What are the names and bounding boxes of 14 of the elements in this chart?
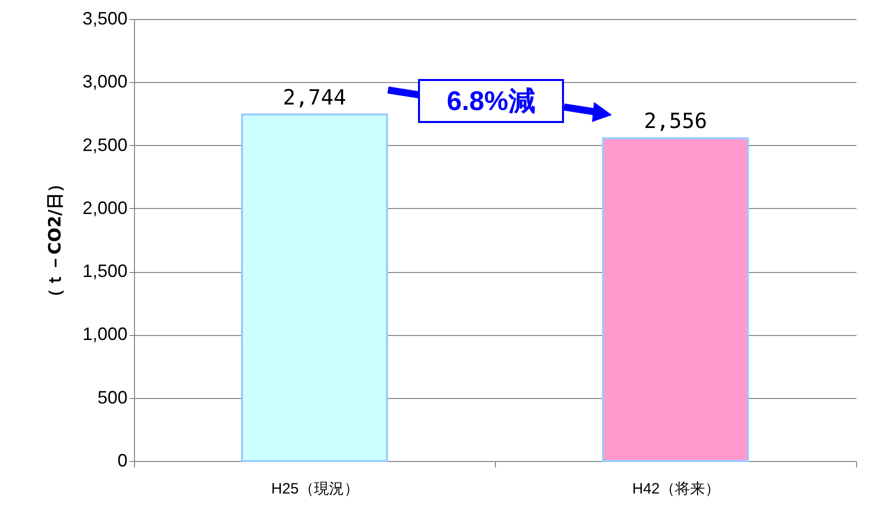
y-tick-label: 1,000 [82, 324, 128, 344]
y-axis-title: （ｔ－CO2/日） [45, 176, 66, 306]
y-tick-label: 3,000 [82, 72, 128, 92]
annotation: 6.8%減 [418, 79, 564, 123]
x-tick-label: H42（将来） [632, 480, 720, 498]
y-tick-label: 2,500 [82, 134, 128, 155]
y-tick-label: 0 [117, 450, 128, 470]
data-label: 2,744 [282, 85, 346, 110]
y-tick-label: 1,500 [82, 261, 128, 282]
x-tick-label: H25（現況） [271, 480, 359, 498]
y-tick-label: 3,500 [82, 8, 128, 28]
y-tick-label: 2,000 [82, 198, 128, 218]
data-label: 2,556 [644, 109, 708, 134]
y-tick-label: 500 [97, 387, 128, 408]
